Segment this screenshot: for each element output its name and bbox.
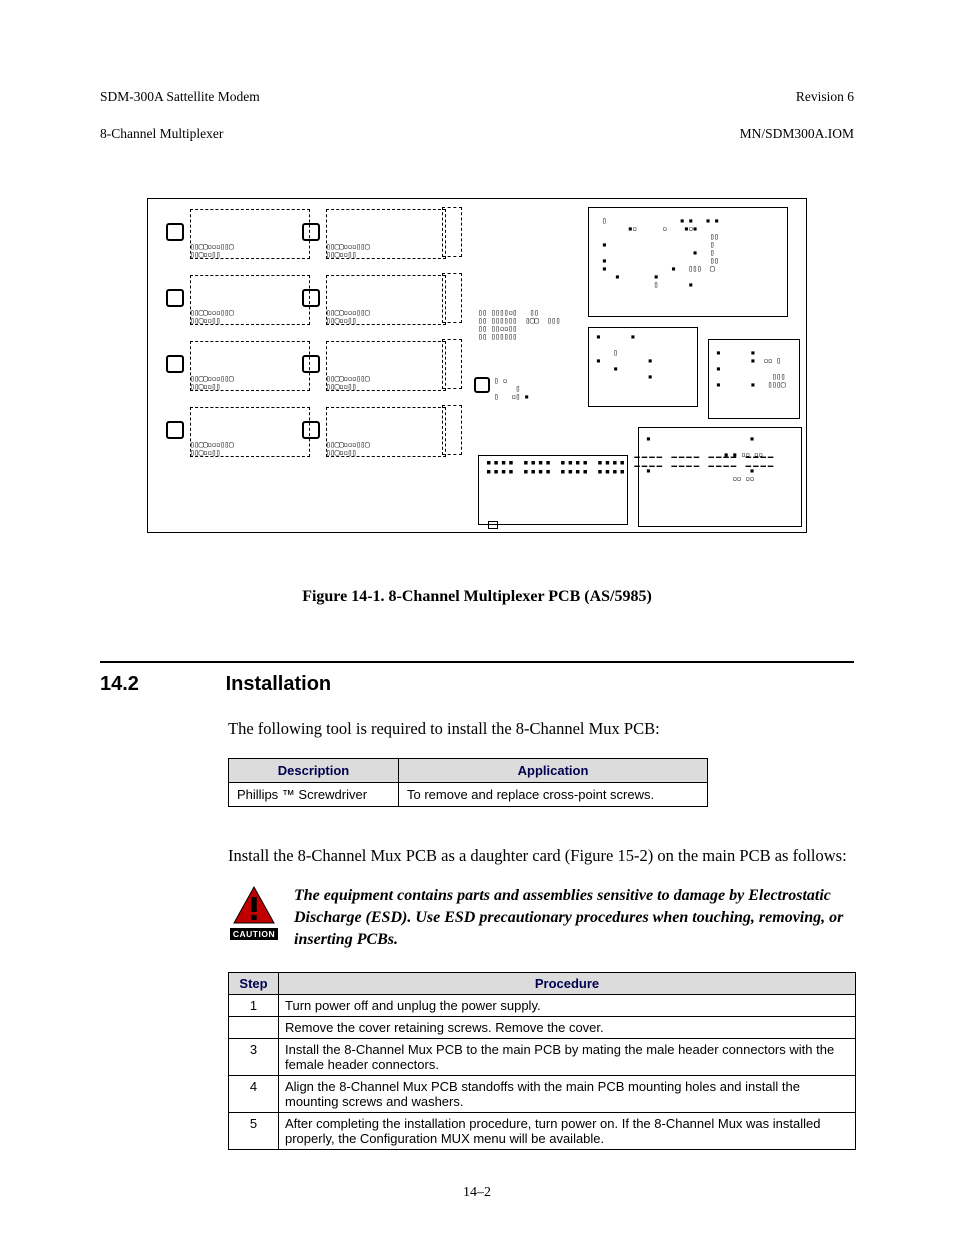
table-row: 3 Install the 8-Channel Mux PCB to the m… <box>229 1039 856 1076</box>
section-heading: 14.2 Installation <box>100 673 854 696</box>
section-rule <box>100 661 854 663</box>
header-right: Revision 6 MN/SDM300A.IOM <box>740 70 854 143</box>
table-row: Phillips ™ Screwdriver To remove and rep… <box>229 783 708 807</box>
proc-text-cell: Align the 8-Channel Mux PCB standoffs wi… <box>279 1076 856 1113</box>
proc-step-cell <box>229 1017 279 1039</box>
install-lead-paragraph: Install the 8-Channel Mux PCB as a daugh… <box>228 845 854 867</box>
proc-text-cell: Install the 8-Channel Mux PCB to the mai… <box>279 1039 856 1076</box>
table-row: 4 Align the 8-Channel Mux PCB standoffs … <box>229 1076 856 1113</box>
header-right-line2: MN/SDM300A.IOM <box>740 126 854 141</box>
table-row: 5 After completing the installation proc… <box>229 1113 856 1150</box>
tool-application-cell: To remove and replace cross-point screws… <box>399 783 708 807</box>
page-number: 14–2 <box>0 1185 954 1201</box>
proc-step-cell: 1 <box>229 995 279 1017</box>
proc-table-header-procedure: Procedure <box>279 973 856 995</box>
page-header: SDM-300A Sattellite Modem 8-Channel Mult… <box>100 70 854 143</box>
caution-label: CAUTION <box>230 928 278 940</box>
proc-step-cell: 3 <box>229 1039 279 1076</box>
proc-text-cell: After completing the installation proced… <box>279 1113 856 1150</box>
section-number: 14.2 <box>100 673 220 696</box>
caution-icon: CAUTION <box>228 885 280 942</box>
header-left: SDM-300A Sattellite Modem 8-Channel Mult… <box>100 70 260 143</box>
table-row: Remove the cover retaining screws. Remov… <box>229 1017 856 1039</box>
procedure-table: Step Procedure 1 Turn power off and unpl… <box>228 972 856 1150</box>
proc-step-cell: 4 <box>229 1076 279 1113</box>
table-row: 1 Turn power off and unplug the power su… <box>229 995 856 1017</box>
caution-text: The equipment contains parts and assembl… <box>294 885 854 950</box>
proc-text-cell: Remove the cover retaining screws. Remov… <box>279 1017 856 1039</box>
proc-step-cell: 5 <box>229 1113 279 1150</box>
header-left-line1: SDM-300A Sattellite Modem <box>100 89 260 104</box>
section-title: Installation <box>226 673 332 695</box>
proc-table-header-step: Step <box>229 973 279 995</box>
figure-caption: Figure 14-1. 8-Channel Multiplexer PCB (… <box>100 588 854 606</box>
intro-paragraph: The following tool is required to instal… <box>228 718 854 740</box>
tool-table-header-application: Application <box>399 759 708 783</box>
tool-table-header-description: Description <box>229 759 399 783</box>
caution-block: CAUTION The equipment contains parts and… <box>228 885 854 950</box>
header-left-line2: 8-Channel Multiplexer <box>100 126 223 141</box>
pcb-figure: ▯▯▢▢▫▫▫▯▯▢ ▯▯▢▫▫▯▯ ▯▯▢▢▫▫▫▯▯▢ ▯▯▢▫▫▯▯ ▯▯… <box>147 198 807 533</box>
tool-table: Description Application Phillips ™ Screw… <box>228 758 708 807</box>
tool-description-cell: Phillips ™ Screwdriver <box>229 783 399 807</box>
header-right-line1: Revision 6 <box>796 89 854 104</box>
proc-text-cell: Turn power off and unplug the power supp… <box>279 995 856 1017</box>
